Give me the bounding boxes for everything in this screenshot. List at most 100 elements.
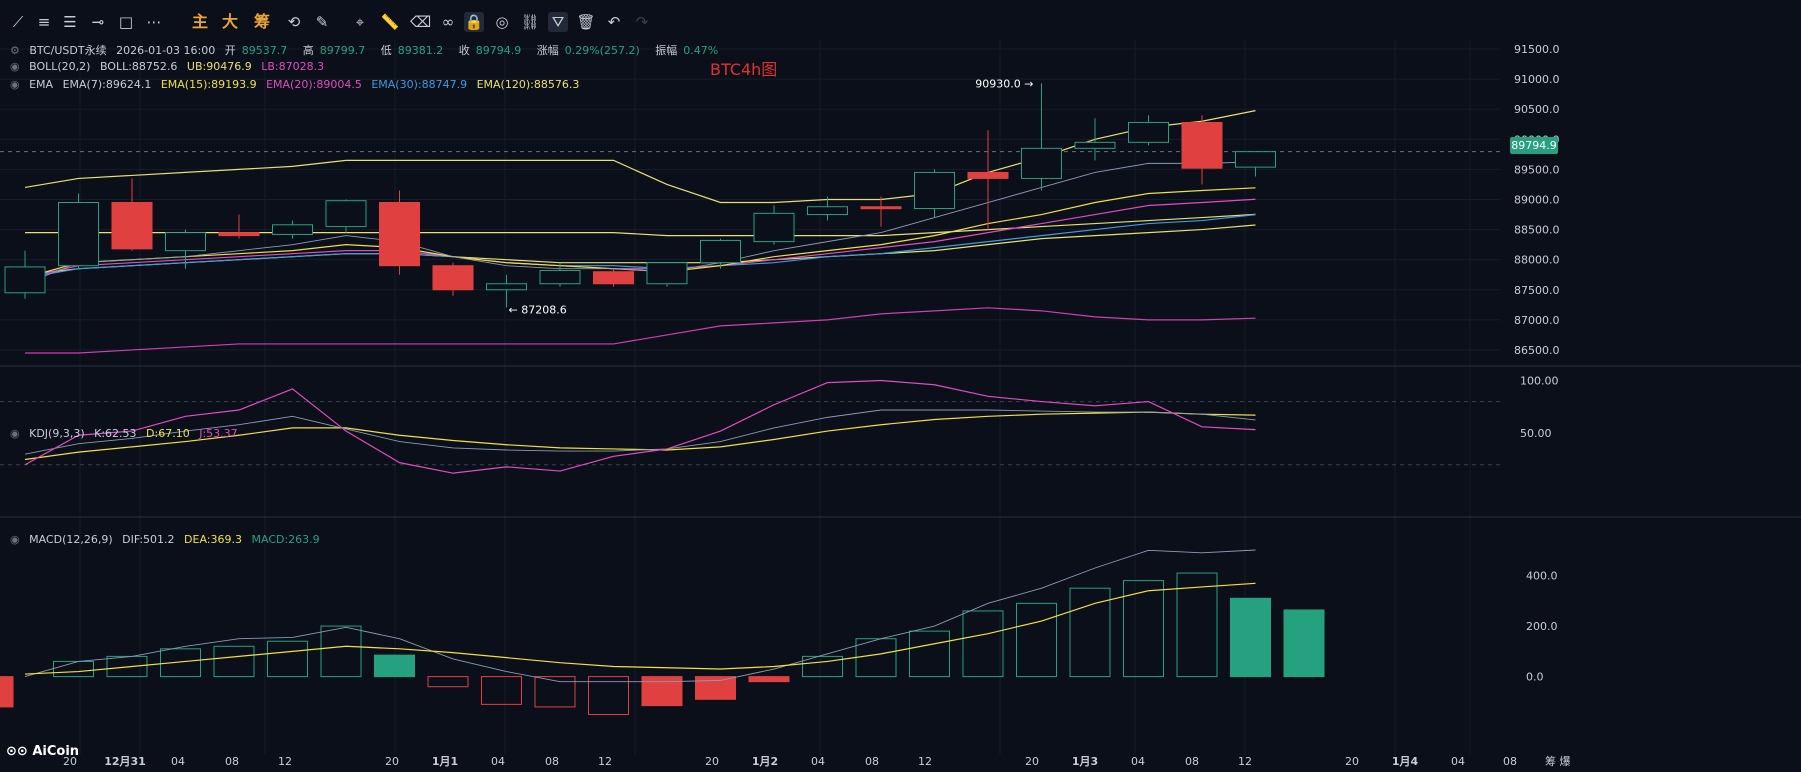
boll-lower-line <box>25 307 1256 354</box>
macd-histogram-bar <box>1123 580 1164 678</box>
brush-icon[interactable]: ✎ <box>315 13 329 31</box>
macd-dea-line <box>24 582 1256 675</box>
macd-histogram-bar <box>213 645 255 678</box>
time-axis-label: 1月4 <box>1392 755 1419 768</box>
parallel-lines-icon[interactable]: ☰ <box>63 13 77 31</box>
macd-histogram-bar <box>802 655 843 678</box>
eye-icon[interactable]: ◉ <box>10 427 20 440</box>
macd-histogram-bar <box>1283 609 1325 678</box>
price-axis-label: 90500.0 <box>1514 103 1560 116</box>
legend-macd: ◉ MACD(12,26,9) DIF:501.2 DEA:369.3 MACD… <box>10 533 326 546</box>
main-force-button[interactable]: 主 <box>191 12 208 31</box>
magnet-icon[interactable]: ∞ <box>441 13 455 31</box>
high-value: 89799.7 <box>319 44 366 57</box>
macd-dif: DIF:501.2 <box>122 533 175 546</box>
eye-icon[interactable]: ◉ <box>10 78 20 91</box>
candle-body <box>646 262 688 285</box>
macd-histogram-bar <box>160 648 201 678</box>
eraser-icon[interactable]: ⌫ <box>410 13 432 31</box>
time-axis-label: 04 <box>811 755 825 768</box>
ema20-value: EMA(20):89004.5 <box>266 78 362 91</box>
redo-icon[interactable]: ↷ <box>635 13 649 31</box>
measure-icon[interactable]: ⟲ <box>287 13 301 31</box>
amp-value: 0.47% <box>683 44 719 57</box>
candle-body <box>4 266 46 294</box>
candle-body <box>165 232 206 252</box>
candle-body <box>539 270 581 285</box>
macd-histogram-bar <box>427 676 469 688</box>
aicoin-logo: ⊙⊙ AiCoin <box>6 744 79 759</box>
macd-value: MACD:263.9 <box>251 533 320 546</box>
eye-icon[interactable]: ◉ <box>10 533 20 546</box>
kdj-j: J:53.37 <box>199 427 238 440</box>
low-price-marker: ← 87208.6 <box>509 303 567 316</box>
undo-icon[interactable]: ↶ <box>607 13 621 31</box>
hide-drawings-icon[interactable]: ◎ <box>495 13 509 31</box>
change-label: 涨幅 <box>536 44 559 57</box>
price-axis-label: 91000.0 <box>1514 73 1560 86</box>
macd-histogram-bar <box>588 676 629 715</box>
logo-text: AiCoin <box>32 744 80 759</box>
pattern-icon[interactable]: ⋯ <box>146 13 162 31</box>
cursor-icon[interactable]: ⌖ <box>355 13 365 31</box>
lock-icon[interactable]: 🔒 <box>464 12 484 32</box>
candle-body <box>700 239 741 264</box>
macd-histogram-bar <box>534 676 576 708</box>
price-axis-label: 87500.0 <box>1514 284 1560 297</box>
candle-body <box>486 283 527 291</box>
kdj-d-line <box>24 411 1256 461</box>
candle-body <box>807 206 848 216</box>
delete-icon[interactable]: 🗑 <box>576 13 596 31</box>
macd-histogram-bar <box>53 660 94 678</box>
time-axis-label: 08 <box>1185 755 1199 768</box>
candle-body <box>860 206 902 210</box>
ema7-value: EMA(7):89624.1 <box>62 78 152 91</box>
time-axis-label: 20 <box>385 755 399 768</box>
macd-histogram-bar <box>106 655 148 678</box>
macd-histogram-bar <box>1230 597 1271 678</box>
macd-name: MACD(12,26,9) <box>29 533 113 546</box>
boll-value: BOLL:88752.6 <box>99 60 178 73</box>
kdj-axis-label: 100.00 <box>1520 375 1559 388</box>
price-axis-label: 86500.0 <box>1514 344 1560 357</box>
trend-line-icon[interactable]: ⟋ <box>12 13 24 31</box>
horizontal-lines-icon[interactable]: ≡ <box>37 13 51 31</box>
macd-histogram-bar <box>320 625 362 678</box>
macd-histogram-bar <box>962 610 1004 678</box>
time-axis-label: 20 <box>63 755 77 768</box>
time-axis-label: 1月1 <box>432 755 458 768</box>
time-axis-label: 04 <box>491 755 505 768</box>
macd-dif-line <box>24 549 1256 683</box>
boll-lb: LB:87028.3 <box>261 60 325 73</box>
ruler-icon[interactable]: 📏 <box>380 13 400 31</box>
chart-annotation-title: BTC4h图 <box>710 60 778 79</box>
open-value: 89537.7 <box>241 44 288 57</box>
price-axis-label: 89500.0 <box>1514 163 1560 176</box>
chips-button[interactable]: 筹 <box>253 12 270 31</box>
legend-main: ⚙ BTC/USDT永续 2026-01-03 16:00 开 89537.7 高… <box>10 42 730 58</box>
boll-ub: UB:90476.9 <box>186 60 252 73</box>
high-price-marker: 90930.0 → <box>975 77 1033 90</box>
rectangle-icon[interactable]: □ <box>118 13 134 31</box>
high-label: 高 <box>302 44 314 57</box>
eye-icon[interactable]: ◉ <box>10 60 20 73</box>
macd-histogram-bar <box>695 676 736 700</box>
price-axis-label: 89000.0 <box>1514 193 1560 206</box>
settings-icon[interactable]: ⚙ <box>10 44 20 57</box>
filter-icon[interactable]: ⛛ <box>548 12 568 32</box>
horizontal-ray-icon[interactable]: ⊸ <box>91 13 105 31</box>
candle-body <box>593 271 634 285</box>
large-order-button[interactable]: 大 <box>221 12 238 31</box>
ema15-value: EMA(15):89193.9 <box>160 78 257 91</box>
ema-name: EMA <box>29 78 54 91</box>
time-axis-label: 12月31 <box>104 755 146 768</box>
legend-boll: ◉ BOLL(20,2) BOLL:88752.6 UB:90476.9 LB:… <box>10 60 330 73</box>
amp-label: 振幅 <box>655 44 678 57</box>
link-icon[interactable]: ⛓ <box>520 13 540 31</box>
candle-body <box>58 202 99 267</box>
price-axis-label: 88000.0 <box>1514 254 1560 267</box>
time-axis-label: 04 <box>171 755 185 768</box>
price-axis-label: 91500.0 <box>1514 43 1560 56</box>
macd-axis-label: 0.0 <box>1526 671 1544 684</box>
